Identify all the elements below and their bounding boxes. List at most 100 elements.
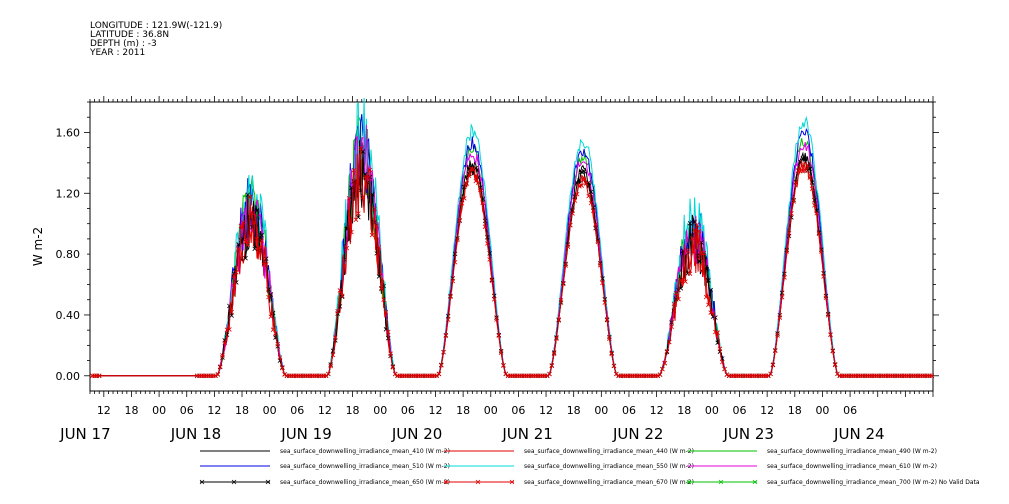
series-marker bbox=[678, 278, 684, 283]
series-marker bbox=[356, 211, 361, 216]
series-marker bbox=[547, 371, 552, 377]
y-tick-label: 1.60 bbox=[56, 126, 81, 139]
series-marker bbox=[376, 274, 382, 279]
series-marker bbox=[282, 372, 287, 377]
series-marker bbox=[496, 333, 502, 339]
x-hour-label: 12 bbox=[318, 404, 332, 417]
series-marker bbox=[690, 232, 695, 238]
series-marker bbox=[250, 210, 255, 216]
axis-ticks bbox=[84, 96, 939, 397]
series-marker bbox=[259, 238, 264, 243]
series-marker bbox=[326, 371, 331, 377]
series-marker bbox=[337, 288, 343, 293]
series-marker bbox=[825, 313, 831, 318]
series-marker bbox=[245, 242, 251, 247]
series-marker bbox=[273, 331, 278, 336]
series-marker bbox=[669, 324, 674, 330]
x-hour-label: 18 bbox=[235, 404, 249, 417]
plot-frame bbox=[89, 101, 934, 392]
series-marker bbox=[696, 228, 702, 234]
series-marker bbox=[438, 363, 444, 368]
series-marker bbox=[374, 223, 380, 229]
series-marker bbox=[478, 187, 483, 193]
series-marker bbox=[436, 371, 442, 377]
series-marker bbox=[611, 363, 617, 369]
x-hour-label: 06 bbox=[733, 404, 747, 417]
series-marker bbox=[360, 149, 366, 154]
series-line bbox=[92, 144, 933, 377]
x-date-label: JUN 19 bbox=[280, 425, 331, 443]
longitude-label: LONGITUDE : 121.9W(-121.9) bbox=[90, 21, 223, 31]
series-marker bbox=[929, 373, 935, 379]
x-hour-label: 12 bbox=[428, 404, 442, 417]
legend-marker bbox=[718, 479, 724, 485]
series-marker bbox=[498, 350, 504, 356]
legend-label: sea_surface_downwelling_irradiance_mean_… bbox=[767, 448, 937, 455]
series-marker bbox=[381, 297, 386, 302]
series-marker bbox=[280, 365, 285, 371]
series-marker bbox=[333, 335, 338, 340]
series-marker bbox=[690, 236, 695, 241]
series-marker bbox=[257, 245, 262, 250]
series-marker bbox=[491, 297, 497, 302]
series-marker bbox=[252, 246, 257, 252]
series-marker bbox=[563, 263, 568, 268]
series-marker bbox=[231, 273, 237, 279]
series-marker bbox=[457, 217, 462, 223]
series-marker bbox=[814, 210, 819, 216]
x-hour-label: 18 bbox=[124, 404, 138, 417]
series-marker bbox=[240, 220, 246, 225]
x-hour-label: 12 bbox=[760, 404, 774, 417]
series-marker bbox=[572, 198, 578, 203]
latitude-label: LATITUDE : 36.8N bbox=[90, 30, 170, 40]
legend-label: sea_surface_downwelling_irradiance_mean_… bbox=[524, 448, 694, 455]
series-marker bbox=[275, 341, 280, 347]
series-marker bbox=[708, 287, 714, 293]
series-marker bbox=[832, 362, 838, 368]
series-marker bbox=[809, 186, 815, 192]
series-marker bbox=[379, 286, 384, 292]
series-marker bbox=[694, 222, 700, 228]
series-marker bbox=[777, 315, 783, 320]
series-marker bbox=[673, 290, 679, 296]
x-hour-label: 00 bbox=[705, 404, 719, 417]
series-marker bbox=[683, 279, 688, 284]
series-marker bbox=[462, 196, 467, 201]
series-marker bbox=[595, 239, 601, 245]
series-marker bbox=[588, 200, 594, 206]
series-marker bbox=[805, 162, 810, 168]
series-marker bbox=[551, 351, 557, 356]
series-marker bbox=[263, 262, 269, 267]
series-marker bbox=[830, 348, 836, 354]
x-hour-label: 12 bbox=[207, 404, 221, 417]
series-marker bbox=[821, 274, 826, 279]
series-marker bbox=[570, 211, 575, 216]
y-tick-label: 0.40 bbox=[56, 309, 81, 322]
x-hour-label: 18 bbox=[788, 404, 802, 417]
series-marker bbox=[266, 287, 271, 292]
series-marker bbox=[224, 332, 230, 338]
series-marker bbox=[376, 245, 382, 250]
legend-marker bbox=[231, 479, 237, 485]
series-marker bbox=[660, 366, 665, 372]
series-marker bbox=[501, 363, 506, 368]
series-marker bbox=[367, 167, 373, 173]
series-line bbox=[92, 114, 933, 377]
x-hour-label: 06 bbox=[180, 404, 194, 417]
series-marker bbox=[676, 287, 681, 293]
series-marker bbox=[676, 296, 681, 302]
series-marker bbox=[710, 311, 716, 316]
series-marker bbox=[358, 146, 363, 151]
series-marker bbox=[455, 237, 460, 243]
series-marker bbox=[701, 250, 707, 256]
series-marker bbox=[782, 275, 787, 280]
series-marker bbox=[259, 233, 264, 238]
series-marker bbox=[247, 194, 253, 199]
series-marker bbox=[554, 336, 559, 341]
x-hour-label: 00 bbox=[594, 404, 608, 417]
series-marker bbox=[482, 224, 488, 229]
series-marker bbox=[273, 335, 278, 340]
series-marker bbox=[252, 220, 257, 225]
series-marker bbox=[819, 249, 824, 254]
x-date-label: JUN 17 bbox=[59, 425, 110, 443]
